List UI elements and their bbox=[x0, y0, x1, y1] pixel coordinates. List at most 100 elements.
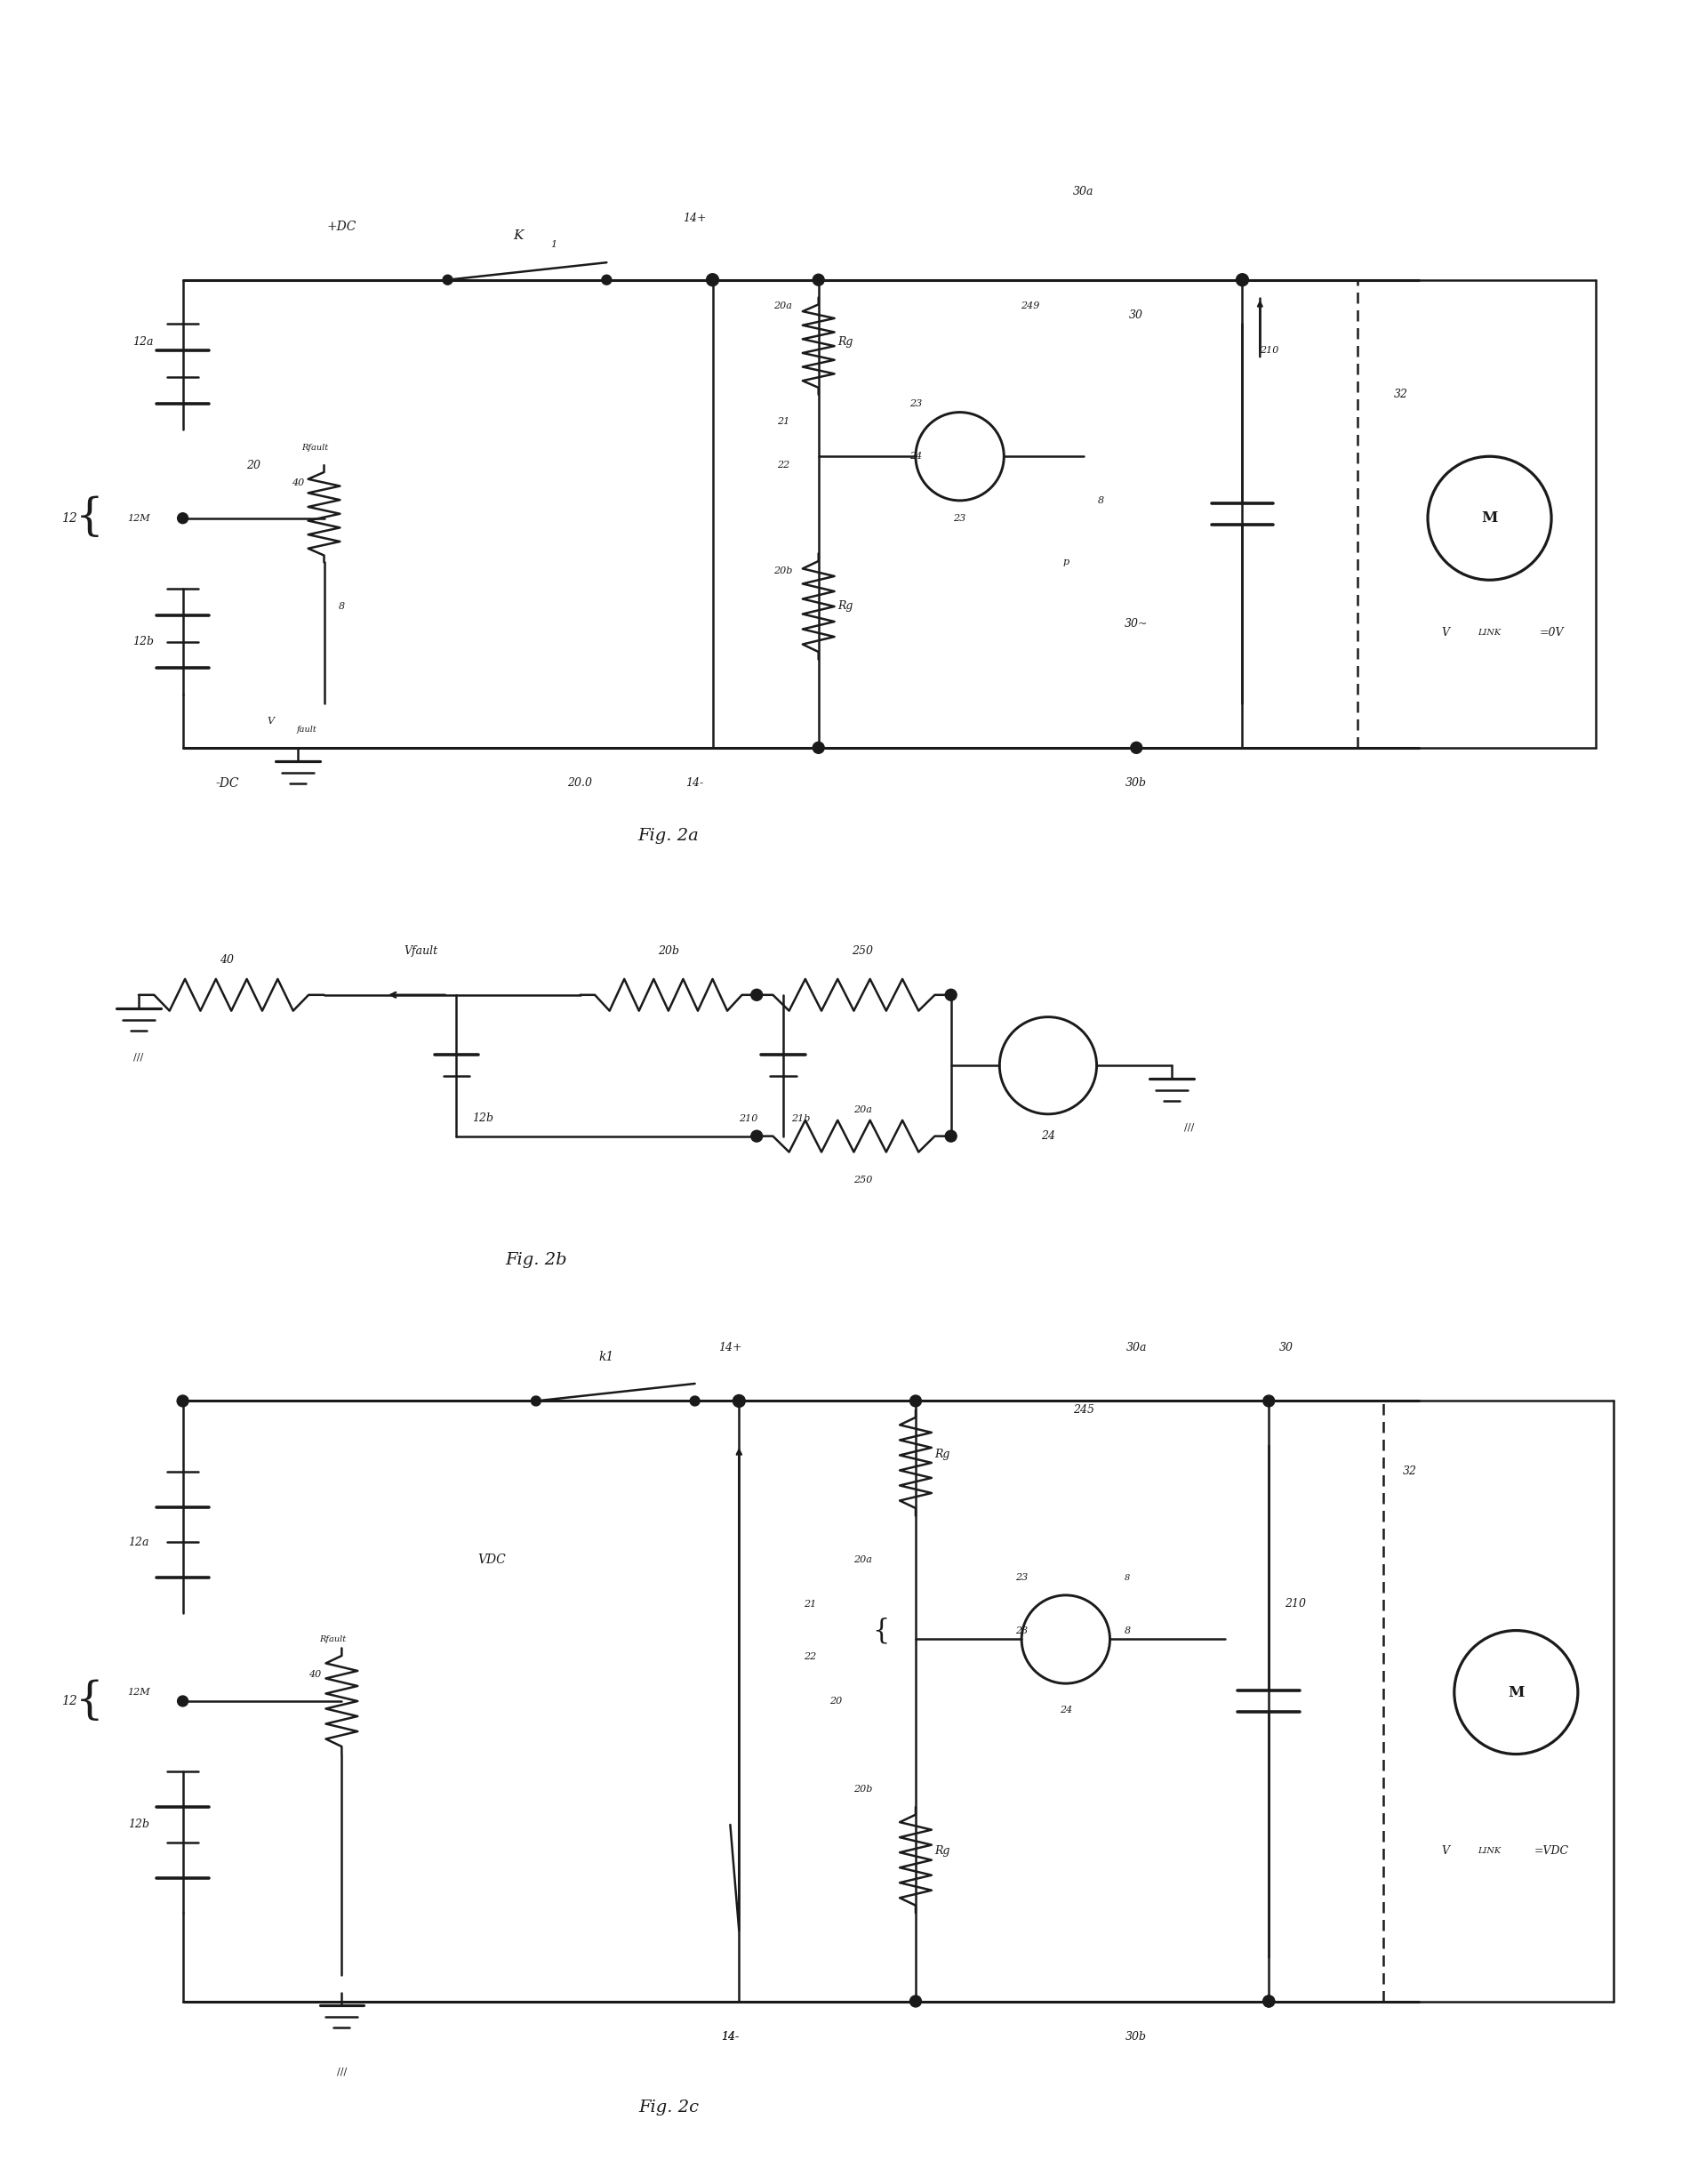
Text: 250: 250 bbox=[852, 946, 874, 957]
Text: 210: 210 bbox=[739, 1114, 757, 1123]
Text: LINK: LINK bbox=[1479, 629, 1501, 638]
Text: 20a: 20a bbox=[774, 301, 793, 310]
Text: V: V bbox=[267, 716, 274, 725]
Text: 12b: 12b bbox=[132, 636, 154, 649]
Text: 14-: 14- bbox=[722, 2031, 739, 2042]
Text: V: V bbox=[1442, 627, 1450, 638]
Text: M: M bbox=[1507, 1684, 1524, 1699]
Text: 32: 32 bbox=[1403, 1465, 1418, 1476]
Text: 22: 22 bbox=[777, 461, 789, 470]
Text: LINK: LINK bbox=[1479, 1848, 1501, 1854]
Text: 12: 12 bbox=[61, 511, 76, 524]
Text: +DC: +DC bbox=[326, 221, 357, 234]
Text: =0V: =0V bbox=[1540, 627, 1563, 638]
Text: 14-: 14- bbox=[722, 2031, 739, 2042]
Circle shape bbox=[1131, 743, 1142, 753]
Text: V: V bbox=[1442, 1845, 1450, 1856]
Circle shape bbox=[443, 275, 453, 284]
Text: 210: 210 bbox=[1284, 1599, 1306, 1610]
Text: -DC: -DC bbox=[215, 778, 238, 788]
Text: 24: 24 bbox=[909, 452, 923, 461]
Text: ///: /// bbox=[134, 1053, 144, 1061]
Text: Fig. 2c: Fig. 2c bbox=[639, 2099, 698, 2116]
Text: 20a: 20a bbox=[853, 1105, 872, 1114]
Circle shape bbox=[1262, 1396, 1274, 1406]
Circle shape bbox=[909, 1996, 921, 2007]
Circle shape bbox=[1235, 273, 1249, 286]
Text: Rfault: Rfault bbox=[303, 443, 328, 452]
Text: 12b: 12b bbox=[128, 1819, 149, 1830]
Text: Rg: Rg bbox=[935, 1448, 950, 1459]
Text: 12a: 12a bbox=[132, 336, 154, 347]
Text: 30: 30 bbox=[1279, 1343, 1293, 1354]
Text: ///: /// bbox=[1185, 1123, 1195, 1131]
Text: 40: 40 bbox=[291, 478, 304, 487]
Text: 14+: 14+ bbox=[718, 1343, 742, 1354]
Text: 20.0: 20.0 bbox=[568, 778, 593, 788]
Text: 12M: 12M bbox=[127, 513, 150, 522]
Text: 21: 21 bbox=[803, 1599, 816, 1607]
Text: 40: 40 bbox=[309, 1671, 321, 1679]
Circle shape bbox=[750, 1131, 762, 1142]
Circle shape bbox=[1262, 1996, 1274, 2007]
Text: 30b: 30b bbox=[1126, 778, 1148, 788]
Circle shape bbox=[750, 989, 762, 1000]
Text: Rfault: Rfault bbox=[319, 1636, 346, 1642]
Text: 30~: 30~ bbox=[1124, 618, 1148, 629]
Text: 30a: 30a bbox=[1073, 186, 1093, 197]
Text: fault: fault bbox=[296, 725, 316, 734]
Text: K: K bbox=[514, 229, 524, 242]
Text: =VDC: =VDC bbox=[1535, 1845, 1568, 1856]
Circle shape bbox=[177, 1695, 188, 1706]
Circle shape bbox=[813, 743, 825, 753]
Text: 249: 249 bbox=[1021, 301, 1039, 310]
Text: 8: 8 bbox=[1099, 496, 1104, 505]
Text: Rg: Rg bbox=[837, 601, 853, 612]
Text: 8: 8 bbox=[1124, 1627, 1131, 1636]
Text: Vfault: Vfault bbox=[404, 946, 438, 957]
Text: 23: 23 bbox=[909, 400, 923, 408]
Text: 14-: 14- bbox=[686, 778, 705, 788]
Text: Fig. 2a: Fig. 2a bbox=[637, 828, 700, 843]
Text: 20a: 20a bbox=[853, 1555, 872, 1564]
Text: 245: 245 bbox=[1073, 1404, 1093, 1415]
Circle shape bbox=[945, 989, 957, 1000]
Circle shape bbox=[813, 275, 825, 286]
Text: ///: /// bbox=[336, 2068, 346, 2077]
Text: Rg: Rg bbox=[837, 336, 853, 347]
Circle shape bbox=[602, 275, 612, 284]
Text: 40: 40 bbox=[220, 954, 233, 965]
Text: 210: 210 bbox=[1259, 345, 1278, 356]
Text: 250: 250 bbox=[853, 1175, 872, 1184]
Text: 21: 21 bbox=[777, 417, 789, 426]
Circle shape bbox=[706, 273, 718, 286]
Text: 12M: 12M bbox=[127, 1688, 150, 1697]
Text: 23: 23 bbox=[1016, 1572, 1028, 1581]
Text: M: M bbox=[1482, 511, 1497, 526]
Text: 32: 32 bbox=[1394, 389, 1408, 400]
Text: 24: 24 bbox=[1041, 1131, 1055, 1142]
Text: 20: 20 bbox=[247, 459, 260, 472]
Text: VDC: VDC bbox=[478, 1553, 505, 1566]
Text: k1: k1 bbox=[598, 1350, 613, 1363]
Text: 20b: 20b bbox=[657, 946, 679, 957]
Text: 12b: 12b bbox=[472, 1112, 493, 1125]
Text: {: { bbox=[74, 496, 103, 539]
Circle shape bbox=[177, 513, 188, 524]
Text: 30: 30 bbox=[1129, 310, 1144, 321]
Text: 8: 8 bbox=[338, 603, 345, 612]
Text: Rg: Rg bbox=[935, 1845, 950, 1856]
Text: {: { bbox=[872, 1616, 889, 1645]
Text: p: p bbox=[1063, 557, 1068, 568]
Text: 30a: 30a bbox=[1126, 1343, 1148, 1354]
Text: 8: 8 bbox=[1126, 1572, 1131, 1581]
Text: 22: 22 bbox=[803, 1653, 816, 1662]
Circle shape bbox=[733, 1396, 745, 1406]
Circle shape bbox=[177, 1396, 189, 1406]
Text: Fig. 2b: Fig. 2b bbox=[505, 1251, 566, 1267]
Text: 21b: 21b bbox=[791, 1114, 810, 1123]
Circle shape bbox=[531, 1396, 541, 1406]
Circle shape bbox=[909, 1396, 921, 1406]
Text: 23: 23 bbox=[953, 513, 967, 522]
Text: 14+: 14+ bbox=[683, 212, 706, 223]
